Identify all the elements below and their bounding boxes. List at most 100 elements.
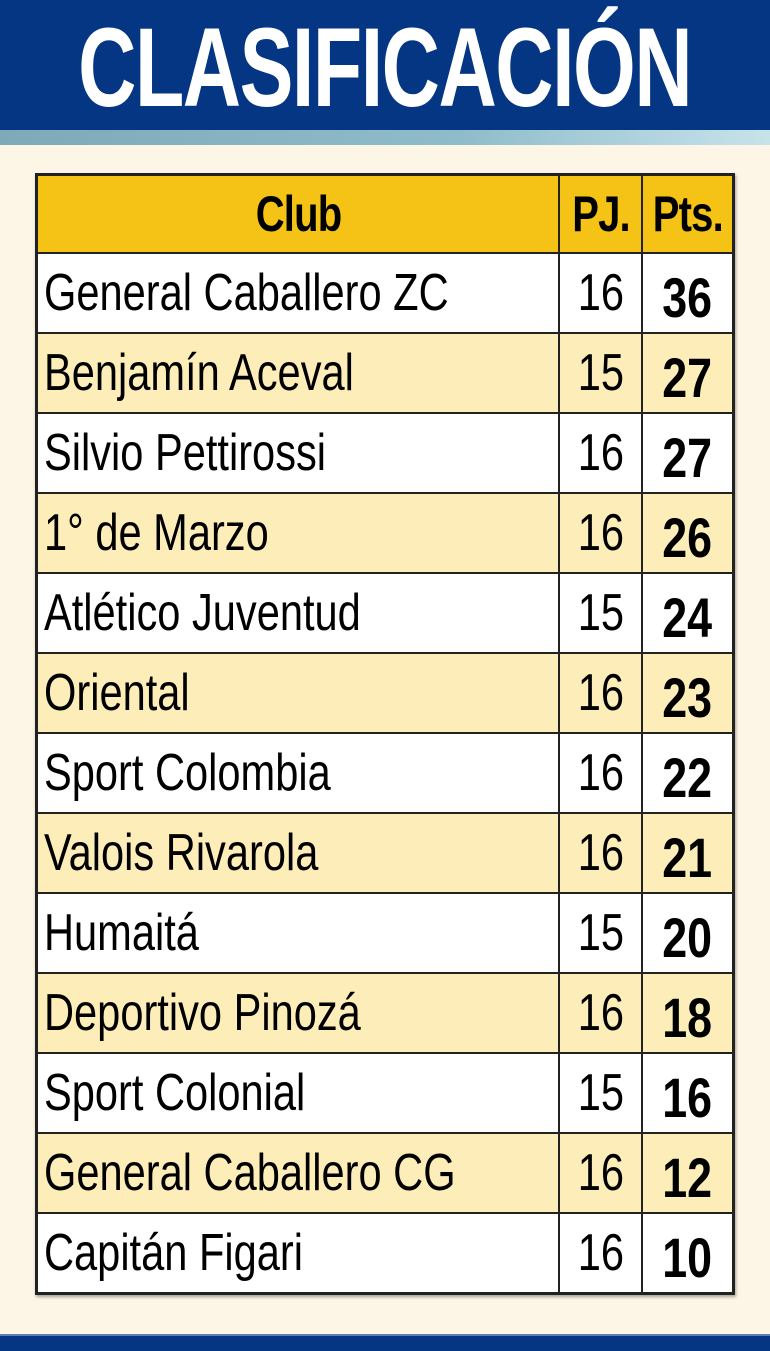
played-cell-text: 15 — [577, 904, 624, 962]
played-cell: 16 — [558, 732, 643, 814]
header-row: Club PJ. Pts. — [35, 173, 735, 254]
played-cell: 15 — [558, 892, 643, 974]
table-row: Deportivo Pinozá 16 18 — [35, 972, 735, 1054]
points-cell: 36 — [640, 252, 735, 334]
table-body: General Caballero ZC 16 36 Benjamín Aceval 1… — [35, 252, 735, 1295]
played-cell: 16 — [558, 412, 643, 494]
points-cell: 12 — [640, 1132, 735, 1214]
points-cell: 16 — [640, 1052, 735, 1134]
table-row: Silvio Pettirossi 16 27 — [35, 412, 735, 494]
played-cell: 16 — [558, 1212, 643, 1295]
bottom-bar — [0, 1334, 770, 1351]
table-row: General Caballero ZC 16 36 — [35, 252, 735, 334]
played-cell: 16 — [558, 972, 643, 1054]
points-cell-text: 12 — [662, 1145, 713, 1209]
points-cell: 21 — [640, 812, 735, 894]
club-cell-text: Benjamín Aceval — [44, 344, 354, 402]
club-cell-text: General Caballero CG — [44, 1144, 456, 1202]
points-cell-text: 26 — [662, 505, 713, 569]
points-cell: 27 — [640, 332, 735, 414]
club-cell: Sport Colombia — [35, 732, 561, 814]
played-cell-text: 16 — [577, 424, 624, 482]
title-container: CLASIFICACIÓN — [0, 0, 770, 130]
points-cell-text: 23 — [662, 665, 713, 729]
table-row: Atlético Juventud 15 24 — [35, 572, 735, 654]
club-cell-text: General Caballero ZC — [44, 264, 449, 322]
club-cell: Sport Colonial — [35, 1052, 561, 1134]
club-cell: Benjamín Aceval — [35, 332, 561, 414]
points-cell: 24 — [640, 572, 735, 654]
points-cell-text: 27 — [662, 425, 713, 489]
club-cell: Atlético Juventud — [35, 572, 561, 654]
club-cell: 1° de Marzo — [35, 492, 561, 574]
played-cell: 15 — [558, 332, 643, 414]
points-cell-text: 20 — [662, 905, 713, 969]
table-row: 1° de Marzo 16 26 — [35, 492, 735, 574]
played-cell-text: 16 — [577, 1144, 624, 1202]
played-cell-text: 16 — [577, 744, 624, 802]
club-cell-text: Valois Rivarola — [44, 824, 319, 882]
club-cell-text: 1° de Marzo — [44, 504, 269, 562]
table-row: Valois Rivarola 16 21 — [35, 812, 735, 894]
club-cell: Deportivo Pinozá — [35, 972, 561, 1054]
points-cell-text: 36 — [662, 265, 713, 329]
decorative-strip — [0, 130, 770, 145]
column-header-club: Club — [35, 173, 561, 254]
table-row: General Caballero CG 16 12 — [35, 1132, 735, 1214]
club-cell-text: Capitán Figari — [44, 1224, 303, 1282]
points-cell: 10 — [640, 1212, 735, 1295]
points-cell: 22 — [640, 732, 735, 814]
points-cell-text: 24 — [662, 585, 713, 649]
played-cell-text: 16 — [577, 984, 624, 1042]
played-cell-text: 16 — [577, 504, 624, 562]
column-header-pj-label: PJ. — [571, 186, 630, 242]
points-cell: 20 — [640, 892, 735, 974]
club-cell: Silvio Pettirossi — [35, 412, 561, 494]
played-cell: 16 — [558, 1132, 643, 1214]
club-cell: General Caballero CG — [35, 1132, 561, 1214]
points-cell-text: 21 — [662, 825, 713, 889]
points-cell-text: 22 — [662, 745, 713, 809]
played-cell: 15 — [558, 572, 643, 654]
club-cell: Oriental — [35, 652, 561, 734]
table-row: Capitán Figari 16 10 — [35, 1212, 735, 1295]
points-cell: 23 — [640, 652, 735, 734]
title-banner — [0, 0, 770, 130]
column-header-pts-label: Pts. — [652, 186, 723, 242]
points-cell-text: 10 — [662, 1225, 713, 1289]
table-row: Benjamín Aceval 15 27 — [35, 332, 735, 414]
played-cell-text: 16 — [577, 1224, 624, 1282]
played-cell: 16 — [558, 812, 643, 894]
table-row: Sport Colombia 16 22 — [35, 732, 735, 814]
played-cell: 16 — [558, 492, 643, 574]
points-cell: 26 — [640, 492, 735, 574]
club-cell: Valois Rivarola — [35, 812, 561, 894]
table-row: Humaitá 15 20 — [35, 892, 735, 974]
column-header-pj: PJ. — [558, 173, 643, 254]
club-cell-text: Sport Colombia — [44, 744, 331, 802]
points-cell-text: 27 — [662, 345, 713, 409]
played-cell-text: 15 — [577, 1064, 624, 1122]
club-cell-text: Oriental — [44, 664, 190, 722]
club-cell: Capitán Figari — [35, 1212, 561, 1295]
club-cell-text: Deportivo Pinozá — [44, 984, 361, 1042]
column-header-club-label: Club — [255, 186, 342, 242]
points-cell-text: 18 — [662, 985, 713, 1049]
played-cell: 16 — [558, 652, 643, 734]
points-cell: 27 — [640, 412, 735, 494]
standings-table: Club PJ. Pts. General Caballero ZC 16 36 Be… — [35, 173, 735, 1295]
points-cell: 18 — [640, 972, 735, 1054]
played-cell-text: 16 — [577, 824, 624, 882]
club-cell-text: Sport Colonial — [44, 1064, 306, 1122]
table-row: Sport Colonial 15 16 — [35, 1052, 735, 1134]
club-cell: General Caballero ZC — [35, 252, 561, 334]
page-title: CLASIFICACIÓN — [78, 5, 693, 130]
played-cell: 15 — [558, 1052, 643, 1134]
table-row: Oriental 16 23 — [35, 652, 735, 734]
played-cell-text: 16 — [577, 264, 624, 322]
played-cell: 16 — [558, 252, 643, 334]
played-cell-text: 15 — [577, 344, 624, 402]
club-cell-text: Atlético Juventud — [44, 584, 361, 642]
club-cell-text: Silvio Pettirossi — [44, 424, 327, 482]
played-cell-text: 15 — [577, 584, 624, 642]
